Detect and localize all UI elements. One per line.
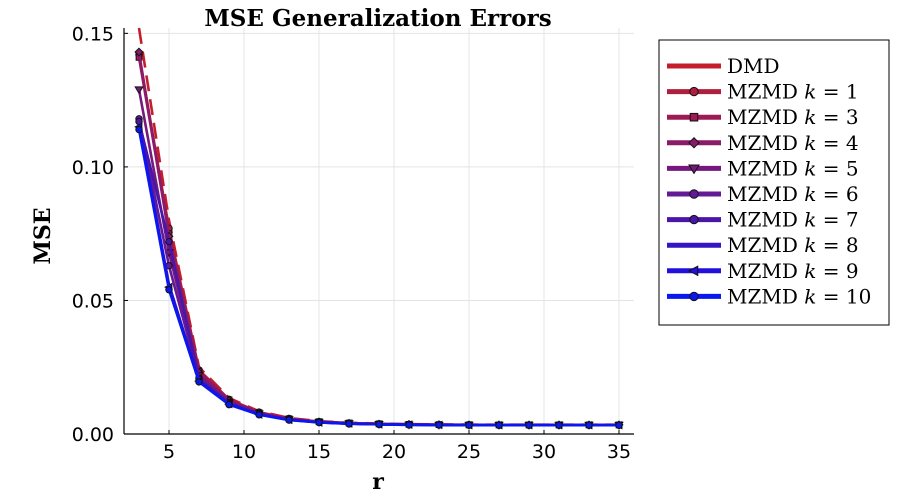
- data-point: [345, 420, 353, 428]
- data-point: [525, 421, 533, 429]
- data-point: [195, 378, 203, 386]
- x-tick-label: 25: [457, 441, 481, 463]
- legend-item: MZMD k = 7: [667, 208, 859, 232]
- chart-title: MSE Generalization Errors: [204, 5, 551, 32]
- data-point: [465, 421, 473, 429]
- data-point: [165, 237, 173, 246]
- x-axis-label: r: [372, 469, 384, 495]
- data-point: [555, 421, 563, 429]
- legend-marker: [688, 137, 700, 149]
- legend-item: MZMD k = 4: [667, 131, 859, 155]
- legend-item: MZMD k = 5: [667, 156, 859, 180]
- legend-label: MZMD k = 7: [727, 208, 859, 232]
- data-point: [135, 125, 143, 134]
- legend-label: MZMD k = 10: [727, 284, 871, 308]
- series-line: [137, 51, 619, 427]
- series-line: [137, 89, 619, 427]
- legend-label: MZMD k = 1: [727, 80, 859, 104]
- legend-item: MZMD k = 9: [667, 259, 859, 283]
- legend-marker: [689, 214, 699, 225]
- legend-marker: [689, 291, 699, 302]
- data-point: [315, 418, 323, 427]
- x-tick-label: 35: [607, 441, 631, 463]
- legend-box: [658, 39, 890, 326]
- legend-label: MZMD k = 5: [727, 156, 859, 180]
- data-point: [285, 416, 293, 424]
- legend-label: MZMD k = 3: [727, 105, 859, 129]
- legend-item: MZMD k = 8: [667, 233, 859, 257]
- legend-item: MZMD k = 6: [667, 182, 859, 206]
- data-point: [134, 86, 144, 95]
- y-tick-label: 0.10: [72, 157, 114, 179]
- axes: 5 10 15 20 25 30 35 0.00 0.05 0.10 0.15: [72, 23, 634, 463]
- legend-label: MZMD k = 8: [727, 233, 859, 257]
- x-tick-label: 15: [307, 441, 331, 463]
- data-point: [585, 421, 593, 429]
- x-tick-label: 5: [163, 441, 175, 463]
- legend-item: DMD: [667, 54, 780, 78]
- series-layer: [134, 27, 624, 430]
- x-tick-label: 30: [532, 441, 556, 463]
- x-tick-label: 20: [382, 441, 406, 463]
- series-line: [137, 54, 619, 427]
- legend-label: MZMD k = 6: [727, 182, 859, 206]
- data-point: [134, 47, 144, 57]
- series-line: [137, 57, 619, 427]
- data-point: [255, 411, 263, 419]
- data-point: [495, 421, 503, 429]
- data-point: [405, 421, 413, 429]
- data-point: [615, 421, 623, 429]
- legend-item: MZMD k = 1: [667, 80, 859, 104]
- legend-marker: [689, 112, 699, 122]
- data-point: [435, 421, 443, 429]
- legend-marker: [689, 86, 699, 97]
- series-line: [137, 27, 619, 426]
- legend-marker: [688, 164, 700, 175]
- legend-item: MZMD k = 10: [667, 284, 871, 308]
- legend-item: MZMD k = 3: [667, 105, 859, 129]
- legend-label: MZMD k = 9: [727, 259, 859, 283]
- data-point: [375, 420, 383, 429]
- y-tick-label: 0.15: [72, 23, 114, 45]
- x-tick-label: 10: [232, 441, 256, 463]
- y-tick-label: 0.00: [72, 424, 114, 446]
- data-point: [165, 286, 173, 294]
- legend-marker: [687, 265, 699, 277]
- legend-label: DMD: [727, 54, 780, 78]
- y-axis-label: MSE: [30, 207, 56, 264]
- series-mzmd-k-4: [134, 47, 624, 430]
- series-dmd: [137, 27, 619, 426]
- legend-marker: [689, 189, 699, 199]
- grid-lines: [124, 28, 634, 435]
- series-mzmd-k-1: [135, 51, 623, 429]
- series-mzmd-k-3: [135, 54, 623, 429]
- data-point: [225, 400, 233, 409]
- series-mzmd-k-10: [135, 125, 623, 429]
- y-tick-label: 0.05: [72, 290, 114, 312]
- legend-label: MZMD k = 4: [727, 131, 859, 155]
